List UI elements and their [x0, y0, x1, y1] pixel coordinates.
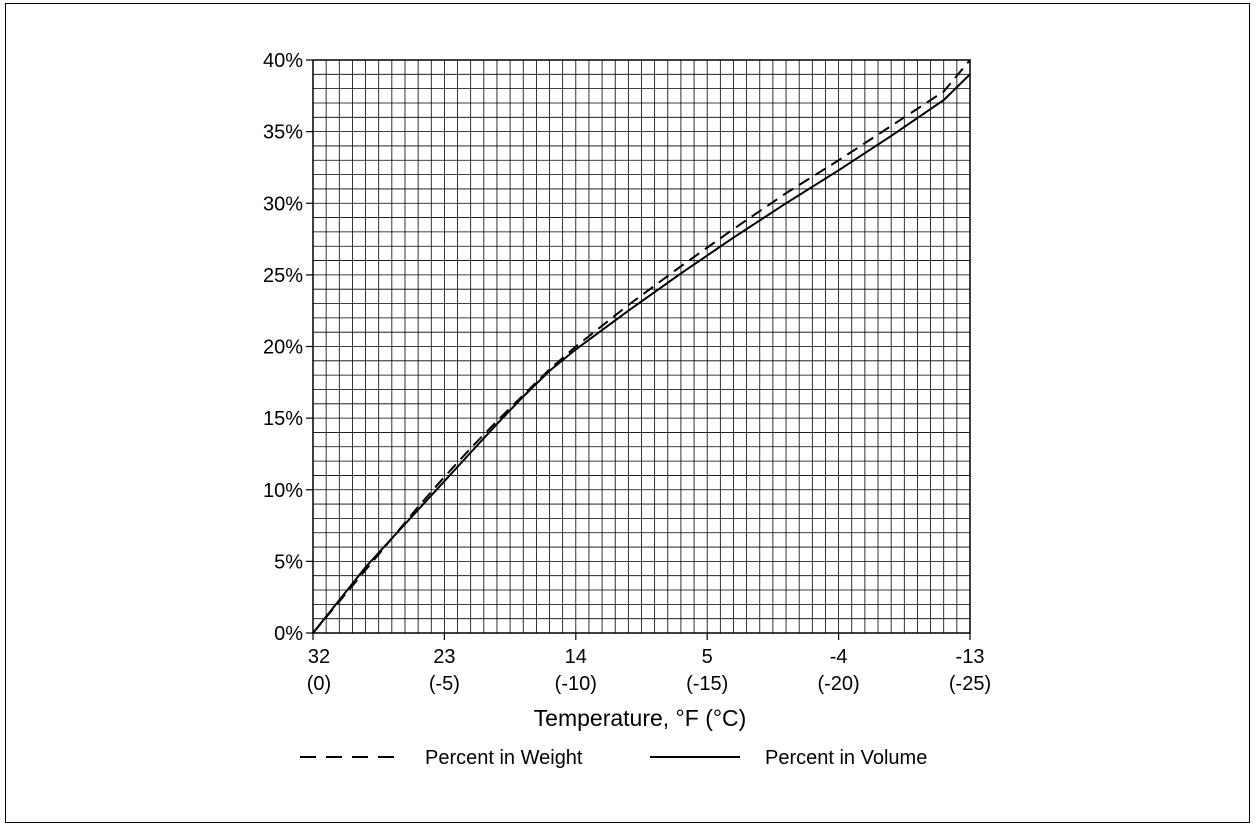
y-tick-label: 25%	[263, 265, 303, 287]
y-tick-label: 20%	[263, 337, 303, 359]
x-tick-label-fahrenheit: -4	[830, 646, 848, 668]
series-lines	[312, 59, 971, 634]
x-tick-label-fahrenheit: 32	[308, 646, 330, 668]
series-line-volume	[312, 73, 971, 634]
y-axis-ticks: 0% 5% 10% 15% 20% 25% 30% 35% 40%	[263, 50, 313, 645]
legend-label-weight: Percent in Weight	[425, 747, 583, 769]
x-tick-label-fahrenheit: 5	[702, 646, 713, 668]
y-tick-label: 35%	[263, 122, 303, 144]
grid	[313, 60, 970, 633]
x-tick-label-celsius: (-25)	[949, 673, 991, 695]
y-tick-label: 0%	[274, 623, 303, 645]
x-axis-label: Temperature, °F (°C)	[534, 705, 747, 731]
y-tick-label: 40%	[263, 50, 303, 72]
y-tick-label: 5%	[274, 551, 303, 573]
x-tick-label-celsius: (0)	[307, 673, 331, 695]
legend: Percent in Weight Percent in Volume	[300, 747, 927, 769]
x-tick-label-celsius: (-20)	[817, 673, 859, 695]
legend-label-volume: Percent in Volume	[765, 747, 927, 769]
chart-frame	[5, 3, 1250, 823]
x-tick-label-celsius: (-15)	[686, 673, 728, 695]
y-tick-label: 30%	[263, 193, 303, 215]
y-tick-label: 10%	[263, 480, 303, 502]
x-tick-label-celsius: (-5)	[429, 673, 460, 695]
x-tick-label-fahrenheit: 23	[433, 646, 455, 668]
x-tick-label-fahrenheit: -13	[956, 646, 985, 668]
y-tick-label: 15%	[263, 408, 303, 430]
x-tick-label-celsius: (-10)	[555, 673, 597, 695]
x-axis-ticks: 32 (0) 23 (-5) 14 (-10) 5 (-15) -4 (-20) -13 (-25)	[307, 633, 991, 695]
x-tick-label-fahrenheit: 14	[565, 646, 587, 668]
